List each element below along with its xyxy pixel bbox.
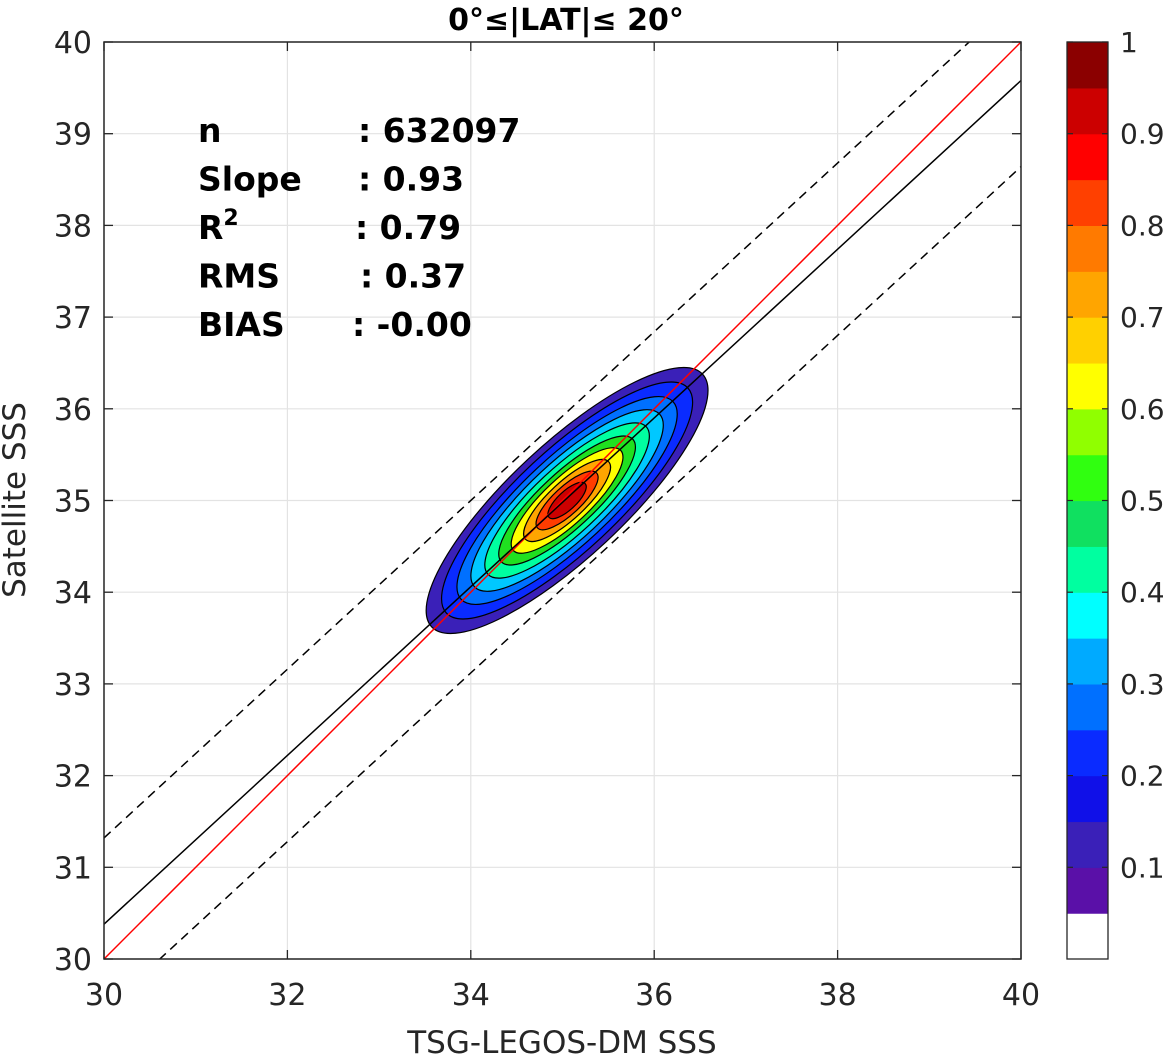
- colorbar-tick-label: 0.2: [1120, 760, 1165, 793]
- colorbar-segment: [1067, 592, 1108, 639]
- stat-label: Slope: [198, 160, 302, 199]
- colorbar-segment: [1067, 42, 1108, 89]
- x-tick-label: 32: [268, 978, 306, 1013]
- grid: [103, 41, 1022, 960]
- colorbar-segment: [1067, 362, 1108, 410]
- y-tick-label: 40: [54, 26, 92, 61]
- lower-bound-line: [158, 166, 1021, 959]
- y-tick-label: 34: [54, 576, 92, 611]
- y-tick-label: 37: [54, 301, 92, 336]
- colorbar-segment: [1067, 408, 1108, 456]
- colorbar-segment: [1067, 913, 1108, 960]
- colorbar-tick-label: 0.3: [1120, 668, 1165, 701]
- y-axis-title: Satellite SSS: [0, 402, 33, 598]
- y-tick-label: 39: [54, 118, 92, 153]
- colorbar-tick-label: 0.5: [1120, 485, 1165, 518]
- colorbar-tick-label: 0.1: [1120, 851, 1165, 884]
- stat-label: RMS: [198, 257, 280, 296]
- colorbar-segment: [1067, 317, 1108, 364]
- contour-level: [547, 481, 587, 520]
- colorbar-segment: [1067, 271, 1108, 318]
- colorbar-segment: [1067, 454, 1108, 502]
- y-tick-label: 38: [54, 209, 92, 244]
- colorbar-segment: [1067, 775, 1108, 823]
- colorbar-tick-label: 0.8: [1120, 209, 1165, 242]
- stat-value: : 632097: [358, 111, 520, 150]
- stat-value: : 0.79: [355, 208, 461, 247]
- colorbar-tick-label: 0.9: [1120, 118, 1165, 151]
- x-tick-label: 30: [85, 978, 123, 1013]
- colorbar-tick-label: 1: [1120, 26, 1138, 59]
- regression-line: [104, 79, 1021, 925]
- stat-value: : -0.00: [352, 305, 472, 344]
- stats-box: n : 632097 Slope : 0.93 R2 : 0.79 RMS : 0.37 BIA…: [198, 111, 520, 344]
- colorbar-segment: [1067, 546, 1108, 593]
- axis-ticks: 30 32 34 36 38 40 30 31 32 33 34 35 36 37 38 39 40: [54, 26, 1040, 1013]
- one-to-one-line: [104, 42, 1021, 959]
- colorbar-tick-label: 0.6: [1120, 393, 1165, 426]
- y-tick-label: 31: [54, 851, 92, 886]
- stat-label: BIAS: [198, 305, 285, 344]
- colorbar-tick-label: 0.4: [1120, 576, 1165, 609]
- x-tick-label: 38: [819, 978, 857, 1013]
- y-tick-label: 32: [54, 760, 92, 795]
- colorbar-segment: [1067, 87, 1108, 135]
- colorbar-segment: [1067, 867, 1108, 914]
- x-axis-title: TSG-LEGOS-DM SSS: [406, 1025, 716, 1055]
- colorbar-segment: [1067, 133, 1108, 181]
- colorbar-tick-label: 0.7: [1120, 301, 1165, 334]
- chart-title: 0°≤|LAT|≤ 20°: [448, 3, 684, 38]
- x-tick-label: 36: [635, 978, 673, 1013]
- y-tick-label: 33: [54, 668, 92, 703]
- stat-value: : 0.93: [358, 160, 464, 199]
- stat-superscript: 2: [223, 206, 238, 231]
- upper-bound-line: [104, 42, 971, 839]
- x-tick-label: 40: [1002, 978, 1040, 1013]
- colorbar-segment: [1067, 225, 1108, 272]
- stat-value: : 0.37: [360, 257, 466, 296]
- fit-lines: [104, 42, 1021, 959]
- colorbar-segment: [1067, 683, 1108, 731]
- y-tick-label: 30: [54, 943, 92, 978]
- colorbar-segment: [1067, 821, 1108, 868]
- stat-label: n: [198, 111, 222, 150]
- colorbar-segment: [1067, 179, 1108, 226]
- colorbar: 0.1 0.2 0.3 0.4 0.5 0.6 0.7 0.8 0.9 1: [1066, 26, 1165, 960]
- y-tick-label: 36: [54, 393, 92, 428]
- stat-label: R2: [198, 206, 239, 247]
- x-tick-label: 34: [452, 978, 490, 1013]
- colorbar-segment: [1067, 729, 1108, 777]
- y-tick-label: 35: [54, 485, 92, 520]
- colorbar-segment: [1067, 500, 1108, 547]
- colorbar-segment: [1067, 638, 1108, 685]
